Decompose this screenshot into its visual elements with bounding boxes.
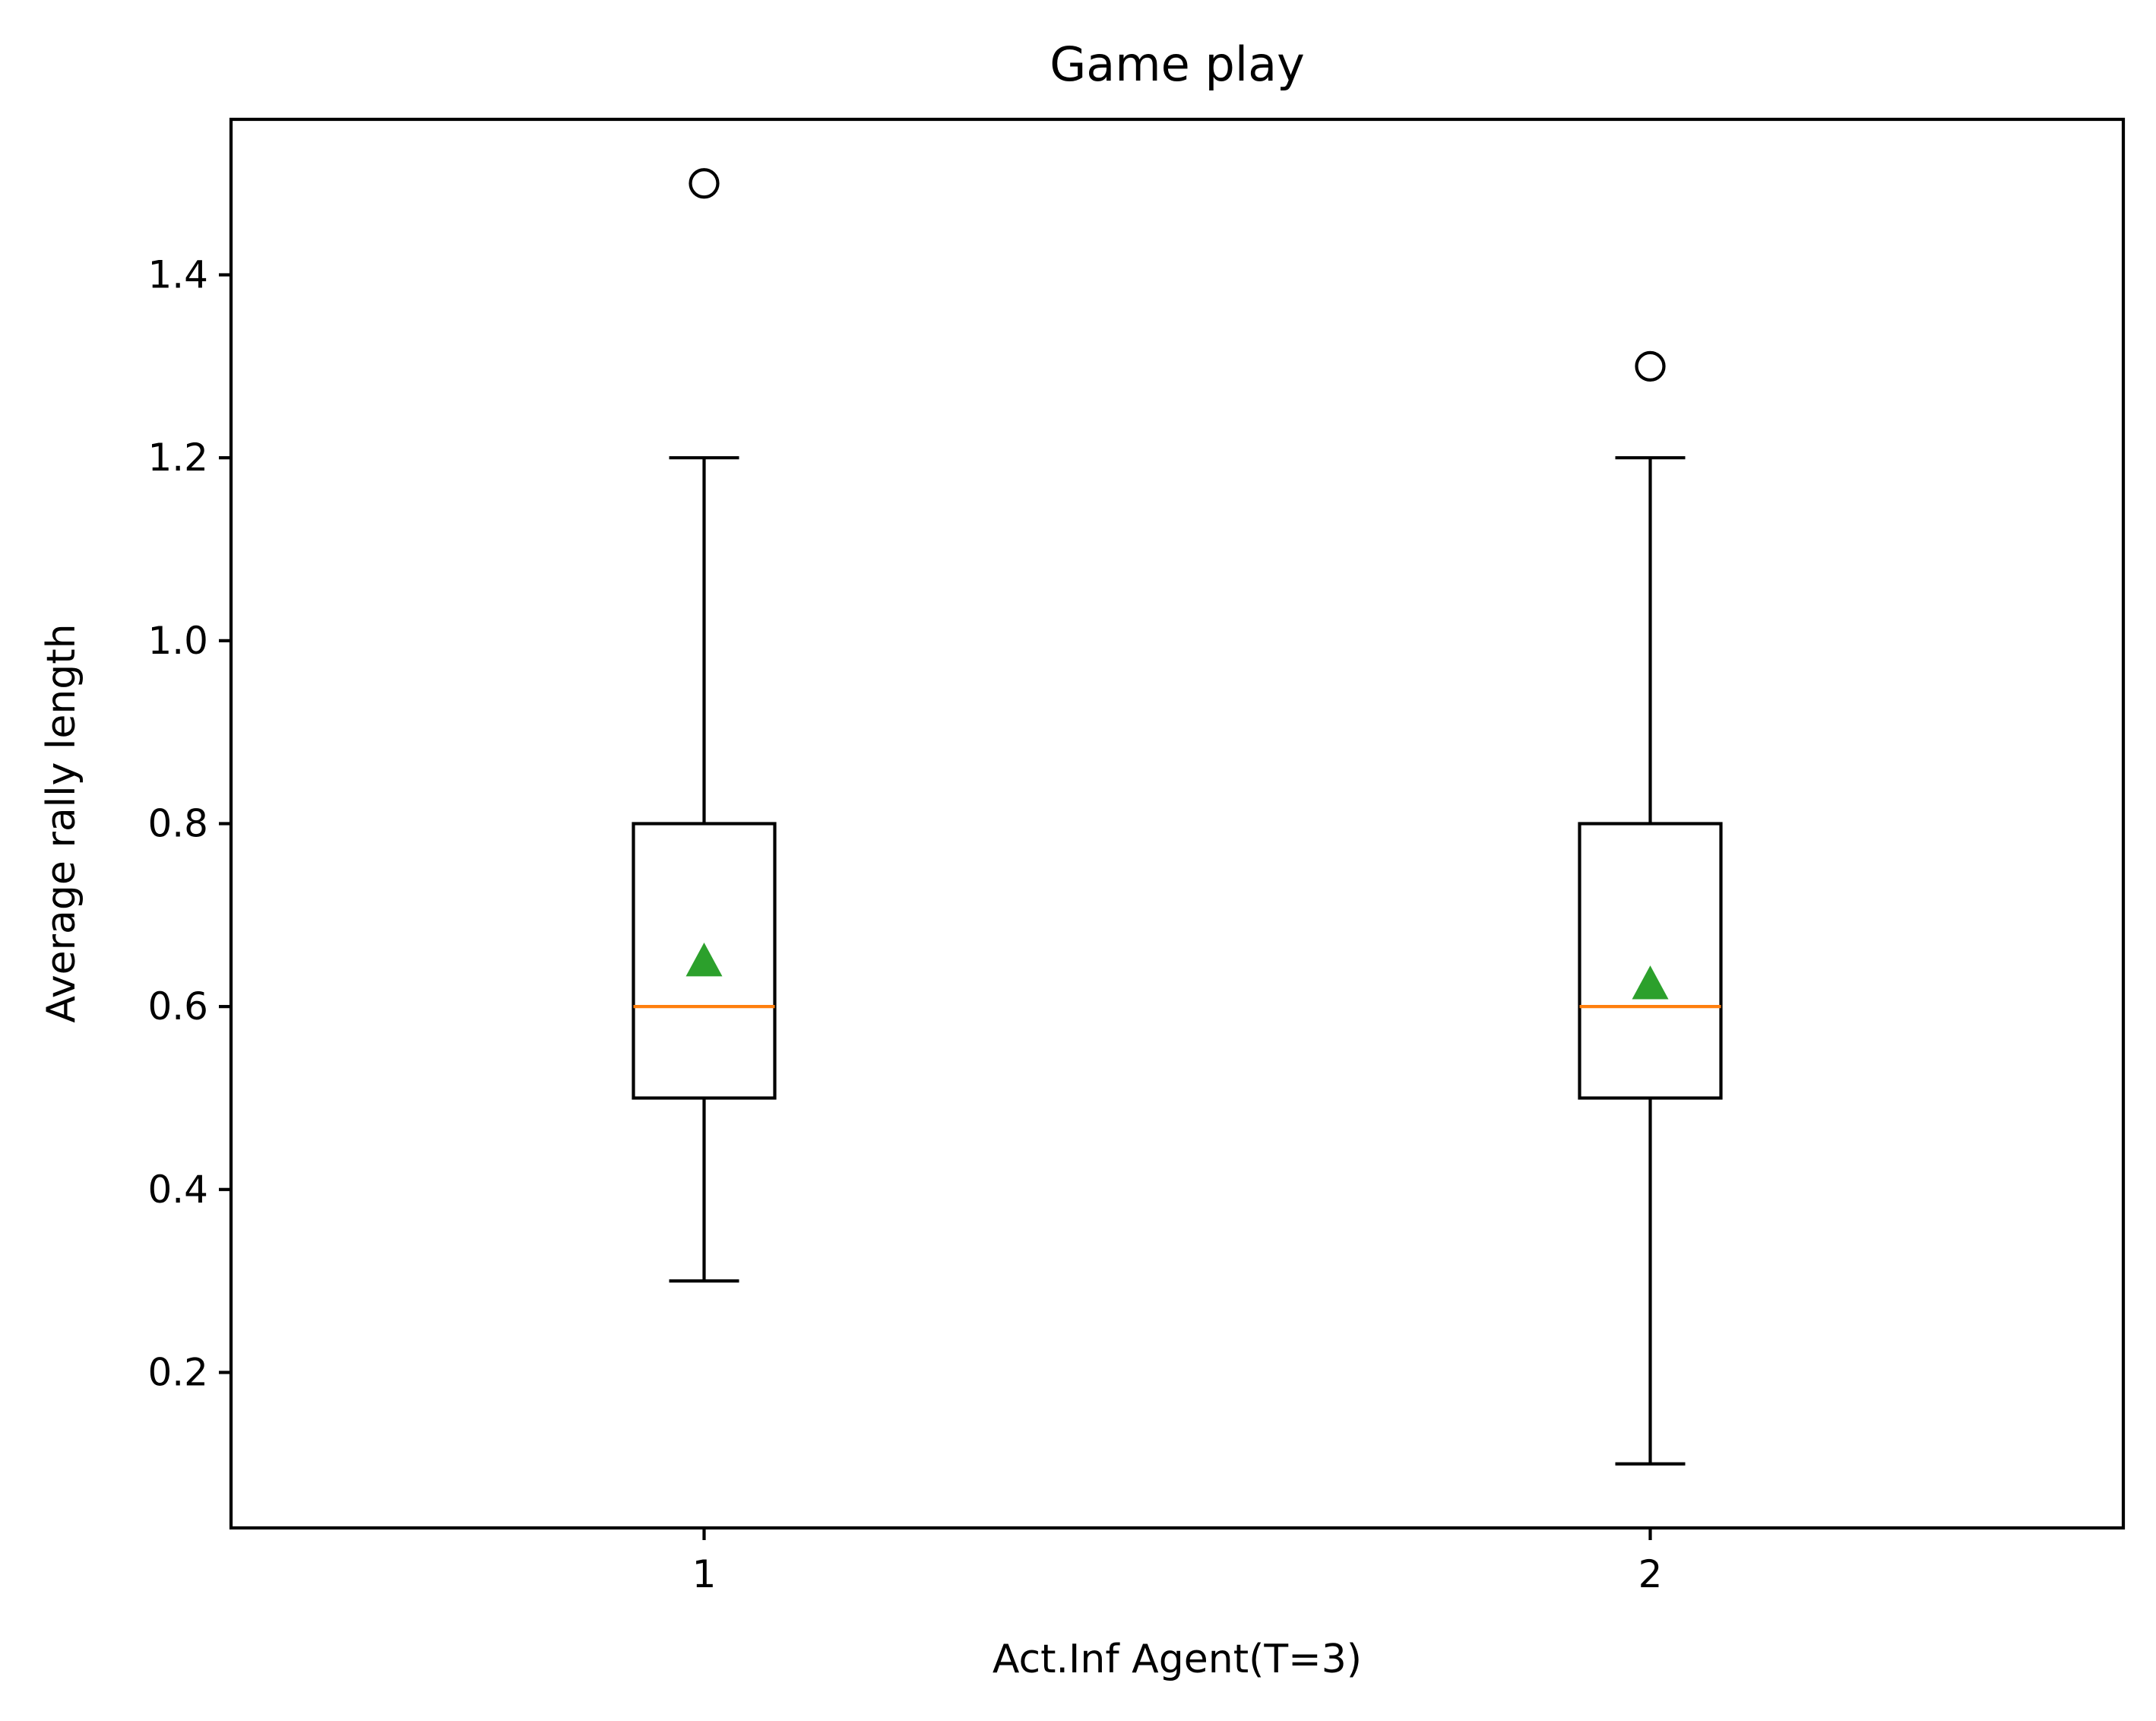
y-tick-label: 1.4: [147, 253, 208, 297]
plot-area: 0.2 0.4 0.6 0.8 1.0 1.2 1.4 1 2: [147, 117, 2126, 1596]
mean-marker: [685, 942, 723, 977]
outlier-point: [689, 168, 720, 199]
x-tick-label: 2: [1638, 1552, 1663, 1596]
mean-marker: [1632, 965, 1669, 1000]
y-tick-label: 0.4: [147, 1168, 208, 1212]
outlier-point: [1635, 350, 1666, 382]
y-axis-label: Average rally length: [39, 623, 84, 1022]
y-tick-label: 0.6: [147, 984, 208, 1028]
chart-title: Game play: [1050, 36, 1305, 92]
y-tick-label: 1.2: [147, 436, 208, 480]
x-tick-label: 1: [692, 1552, 717, 1596]
box-iqr: [1578, 822, 1723, 1100]
x-axis-label: Act.Inf Agent(T=3): [993, 1637, 1362, 1682]
box-iqr: [632, 822, 777, 1100]
y-tick-label: 1.0: [147, 619, 208, 663]
y-tick-label: 0.8: [147, 802, 208, 846]
plot-frame: [229, 117, 2126, 1530]
y-tick-label: 0.2: [147, 1350, 208, 1394]
